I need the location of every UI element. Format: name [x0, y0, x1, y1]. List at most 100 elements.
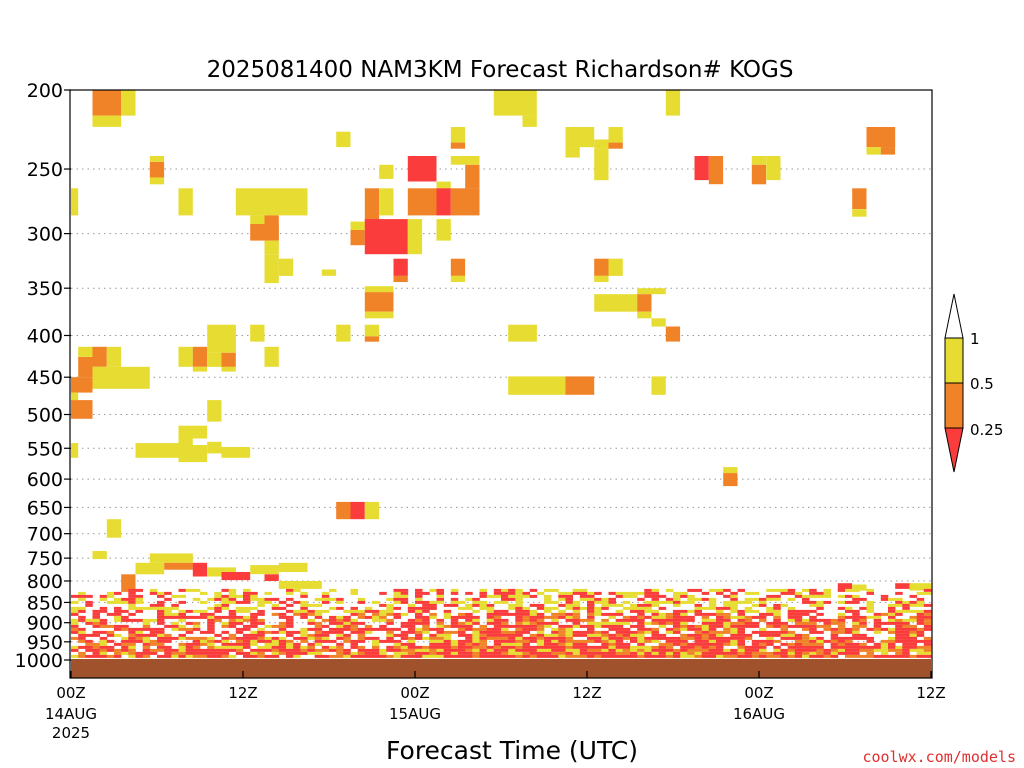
- ri-cell: [364, 627, 373, 631]
- ri-cell: [78, 591, 86, 595]
- ri-cell: [200, 615, 208, 619]
- ri-cell: [651, 597, 659, 601]
- ri-cell: [207, 324, 236, 353]
- ri-cell: [407, 627, 416, 631]
- ri-cell: [243, 594, 251, 598]
- ri-cell: [644, 627, 652, 631]
- ri-cell: [873, 627, 882, 631]
- ri-cell: [802, 645, 810, 649]
- ri-cell: [630, 606, 638, 610]
- ri-cell: [407, 219, 423, 255]
- ri-cell: [379, 651, 387, 655]
- ri-cell: [250, 606, 258, 610]
- ri-cell: [895, 627, 903, 631]
- ri-cell: [737, 627, 745, 631]
- ri-cell: [544, 645, 552, 649]
- ri-cell: [544, 600, 552, 604]
- ri-cell: [536, 633, 545, 637]
- ri-cell: [701, 654, 710, 658]
- ri-cell: [350, 230, 365, 246]
- ri-cell: [479, 603, 487, 607]
- ground-layer: [71, 659, 931, 678]
- ri-cell: [142, 642, 151, 646]
- ri-cell: [658, 618, 667, 622]
- ri-cell: [257, 648, 265, 652]
- ri-cell: [92, 618, 100, 622]
- ri-cell: [178, 624, 186, 628]
- ri-cell: [422, 651, 430, 655]
- ri-cell: [135, 627, 143, 631]
- ri-cell: [393, 275, 408, 282]
- ri-cell: [128, 612, 136, 616]
- ri-cell: [780, 603, 788, 607]
- ri-cell: [429, 600, 437, 604]
- ri-cell: [192, 648, 201, 652]
- ri-cell: [687, 609, 695, 613]
- ri-cell: [250, 597, 258, 601]
- ri-cell: [916, 621, 925, 625]
- ri-cell: [594, 636, 602, 640]
- ri-cell: [558, 594, 566, 598]
- ri-cell: [214, 648, 222, 652]
- ri-cell: [142, 648, 151, 652]
- ri-cell: [142, 654, 151, 658]
- ri-cell: [837, 615, 846, 619]
- y-tick-label: 950: [27, 632, 63, 654]
- ri-cell: [594, 591, 602, 595]
- ri-cell: [587, 630, 595, 634]
- ri-cell: [458, 621, 466, 625]
- ri-cell: [178, 651, 186, 655]
- ri-cell: [572, 654, 581, 658]
- ri-cell: [271, 651, 280, 655]
- ri-cell: [128, 588, 136, 592]
- ri-cell: [314, 624, 323, 628]
- ri-cell: [816, 642, 824, 646]
- ri-cell: [321, 269, 337, 276]
- ri-cell: [293, 612, 301, 616]
- ri-cell: [142, 618, 151, 622]
- ri-cell: [271, 624, 280, 628]
- ri-cell: [135, 639, 143, 643]
- ri-cell: [479, 633, 487, 637]
- ri-cell: [379, 624, 387, 628]
- ri-cell: [458, 651, 466, 655]
- ri-cell: [200, 648, 208, 652]
- ri-cell: [278, 636, 287, 640]
- ri-cell: [716, 624, 724, 628]
- ri-cell: [751, 642, 760, 646]
- ri-cell: [278, 621, 287, 625]
- ri-cell: [737, 618, 745, 622]
- ri-cell: [673, 597, 681, 601]
- ri-cell: [372, 612, 380, 616]
- ri-cell: [515, 603, 523, 607]
- ri-cell: [673, 612, 681, 616]
- ri-cell: [637, 645, 645, 649]
- ri-cell: [873, 645, 882, 649]
- ri-cell: [787, 630, 796, 634]
- ri-cell: [501, 651, 509, 655]
- ri-cell: [400, 591, 409, 595]
- ri-cell: [307, 642, 315, 646]
- ri-cell: [565, 651, 573, 655]
- ri-cell: [673, 621, 681, 625]
- ri-cell: [673, 651, 681, 655]
- ri-cell: [895, 633, 903, 637]
- ri-cell: [694, 648, 702, 652]
- ri-cell: [852, 654, 860, 658]
- ri-cell: [149, 591, 158, 595]
- ri-cell: [544, 609, 552, 613]
- ri-cell: [708, 600, 717, 604]
- ri-cell: [99, 636, 108, 640]
- ri-cell: [723, 636, 731, 640]
- plot-frame: [69, 89, 933, 679]
- ri-cell: [465, 597, 473, 601]
- ri-cell: [142, 645, 151, 649]
- ri-cell: [207, 621, 215, 625]
- ri-cell: [515, 591, 523, 595]
- ri-cell: [501, 621, 509, 625]
- ri-cell: [730, 615, 738, 619]
- ri-cell: [243, 609, 251, 613]
- ri-cell: [730, 636, 738, 640]
- ri-cell: [608, 624, 616, 628]
- ri-cell: [149, 627, 158, 631]
